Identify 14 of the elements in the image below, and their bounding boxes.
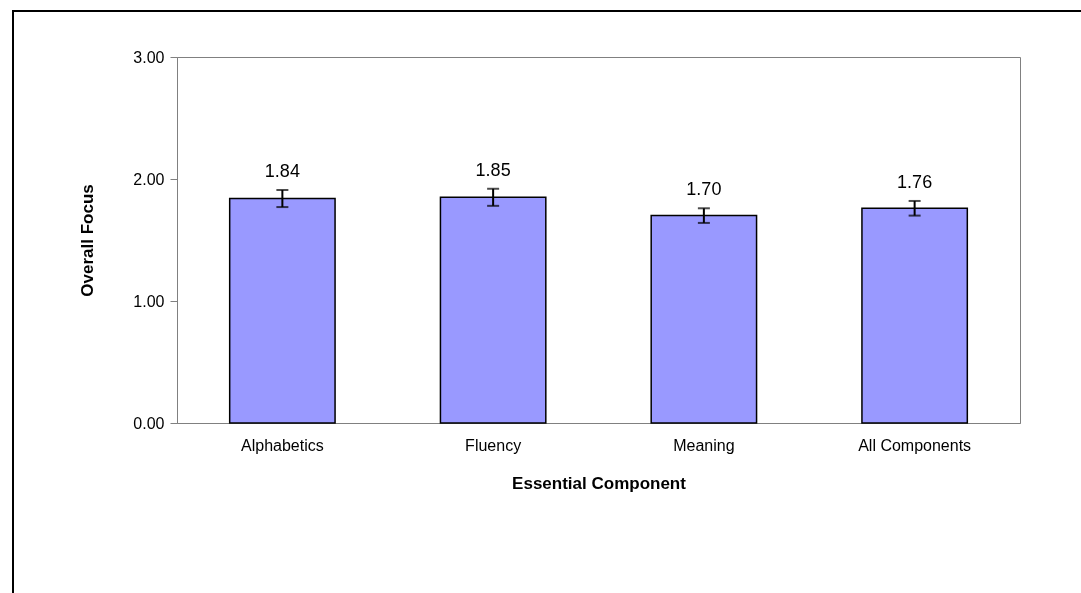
data-label: 1.70 — [686, 179, 722, 200]
x-axis-title: Essential Component — [512, 473, 687, 493]
y-tick-label: 3.00 — [133, 48, 165, 66]
data-label: 1.76 — [897, 171, 933, 192]
x-tick-label: All Components — [858, 436, 972, 454]
y-tick-label: 2.00 — [133, 170, 165, 188]
data-label: 1.85 — [475, 159, 511, 180]
x-tick-label: Fluency — [465, 436, 522, 454]
x-tick-label: Meaning — [673, 436, 735, 454]
y-tick-label: 0.00 — [133, 414, 165, 432]
y-tick-label: 1.00 — [133, 292, 165, 310]
y-axis-title: Overall Focus — [78, 184, 98, 297]
data-label: 1.84 — [264, 160, 300, 181]
x-tick-label: Alphabetics — [241, 436, 324, 454]
